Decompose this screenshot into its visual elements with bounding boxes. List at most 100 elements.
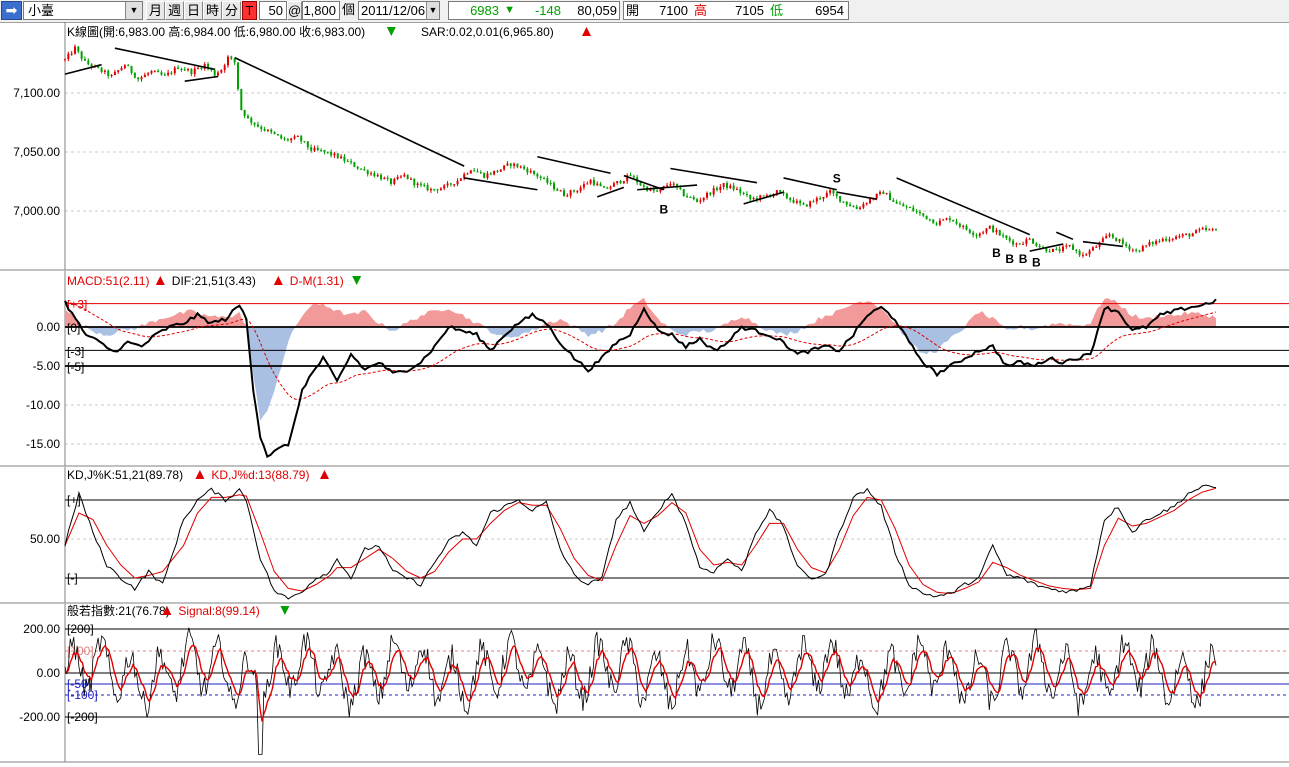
period-hour-button[interactable]: 時 [203,1,222,20]
low-label: 低 [770,3,784,18]
period-month-button[interactable]: 月 [146,1,165,20]
candle [656,190,659,192]
candle [686,196,689,198]
candle [1175,236,1178,239]
candle [117,70,120,72]
period-day-button[interactable]: 日 [184,1,203,20]
symbol-value: 小臺 [28,3,55,18]
candle [639,182,642,186]
triangle-down-icon: ▼ [504,4,515,16]
candle [137,77,140,80]
macd-ref-label: [0] [67,321,80,335]
candle [676,183,679,188]
candle [915,211,918,213]
candle [380,174,383,180]
lots-input[interactable]: 50 [259,1,287,20]
candle [64,59,66,61]
candle [1018,243,1021,245]
candle [968,229,971,233]
candle [453,184,456,186]
candle [729,185,732,188]
candle [533,170,536,174]
candle [958,223,961,227]
candle [875,193,878,199]
macd-ref-label: [-5] [67,360,84,374]
candle [938,220,941,225]
candle [143,74,146,78]
candle [622,181,625,184]
candle [606,187,609,189]
candle [350,161,353,163]
tool-t-button[interactable]: T [242,1,257,20]
signal-label: S [833,172,841,186]
candle [948,218,951,220]
candle [562,190,565,197]
candle [602,186,605,188]
candle [669,184,672,186]
candle [1071,245,1074,250]
candle [353,162,356,167]
candle [250,117,253,123]
candle [805,204,808,207]
candle [436,189,439,191]
candle [173,67,176,74]
candle [626,175,629,182]
candle [190,69,193,75]
candle [549,183,552,185]
candle [945,218,948,220]
candle [792,199,795,203]
candle [227,56,230,66]
candle [1201,227,1204,230]
candle [1145,245,1148,247]
candle [260,126,263,129]
date-select[interactable]: 2011/12/06 ▼ [358,1,440,20]
candle [829,190,832,193]
kd-ref-label: [-] [67,571,78,585]
triangle-down-icon [280,606,290,615]
candle [283,138,286,140]
period-minute-button[interactable]: 分 [222,1,241,20]
candle [443,185,446,189]
candle [1161,238,1164,241]
candle [503,165,506,170]
cci-ref-label: [100] [67,644,94,658]
chevron-down-icon[interactable]: ▼ [426,2,439,19]
candle [133,72,136,78]
candle [1055,248,1058,250]
macd-y-tick-label: -5.00 [33,359,61,373]
candle [975,234,978,236]
candle [399,176,402,178]
candle [885,193,888,195]
candle [493,170,496,175]
at-label: @ [287,1,302,20]
trend-line [114,47,215,71]
candle [1208,229,1211,231]
candle [200,67,203,69]
cci-line [64,627,1217,755]
candle [1091,247,1094,251]
candle [559,190,562,192]
cci-legend-0: 般若指數:21(76.78) [67,603,170,618]
price-panel: 7,100.00 7,050.00 7,000.00 K線圖(開:6,983.00 高… [0,22,1289,271]
candle [77,46,80,52]
symbol-select[interactable]: 小臺 ▼ [23,1,143,20]
trend-line [234,56,465,167]
triangle-down-icon [386,27,396,36]
candle [167,72,170,76]
kd-panel: 50.00 KD,J%K:51,21(89.78) KD,J%d:13(88.79)… [0,467,1289,604]
signal-label: B [1019,252,1028,266]
candle [696,199,699,202]
count-input[interactable]: 1,800 [302,1,340,20]
candle [586,183,589,185]
candle [1111,234,1114,238]
candle [752,197,755,200]
candle [429,188,432,191]
arrow-right-icon[interactable]: ➡ [1,1,22,20]
candle [852,206,855,208]
signal-label: B [1032,255,1041,269]
period-week-button[interactable]: 週 [165,1,184,20]
candle [147,73,150,75]
trend-line [1082,240,1123,248]
candle [928,219,931,221]
chevron-down-icon[interactable]: ▼ [125,2,142,19]
